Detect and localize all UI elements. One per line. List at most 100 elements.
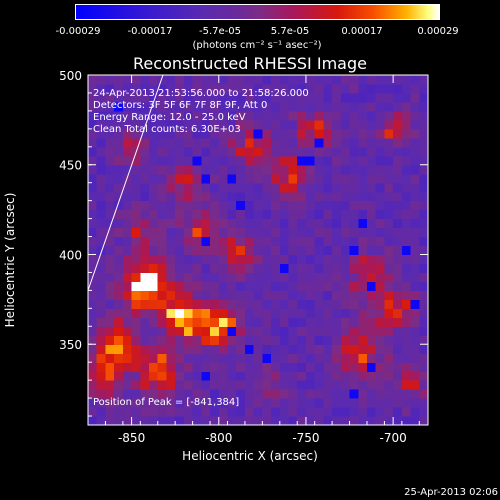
heatmap-cell	[192, 236, 202, 247]
heatmap-cell	[366, 227, 377, 238]
heatmap-cell	[192, 254, 202, 265]
heatmap-cell	[149, 299, 159, 309]
heatmap-cell	[192, 290, 202, 300]
heatmap-cell	[349, 371, 359, 381]
heatmap-cell	[253, 164, 263, 175]
heatmap-cell	[149, 362, 159, 372]
heatmap-cell	[262, 200, 272, 211]
heatmap-cell	[244, 380, 255, 390]
heatmap-cell	[384, 371, 394, 381]
heatmap-cell	[122, 182, 133, 193]
heatmap-cell	[297, 182, 307, 193]
heatmap-cell	[166, 407, 176, 417]
heatmap-cell	[244, 200, 255, 211]
heatmap-cell	[349, 227, 359, 238]
heatmap-cell	[166, 110, 176, 121]
heatmap-cell	[419, 236, 429, 247]
heatmap-cell	[410, 416, 420, 426]
heatmap-cell	[149, 218, 159, 229]
heatmap-cell	[366, 353, 377, 363]
heatmap-cell	[384, 200, 394, 211]
heatmap-cell	[305, 146, 316, 157]
heatmap-cell	[210, 245, 220, 256]
heatmap-cell	[122, 380, 133, 390]
heatmap-cell	[218, 389, 229, 399]
heatmap-cell	[314, 119, 324, 130]
heatmap-cell	[88, 281, 98, 291]
heatmap-cell	[210, 335, 220, 345]
heatmap-cell	[253, 290, 263, 300]
heatmap-cell	[410, 380, 420, 390]
heatmap-cell	[166, 146, 176, 157]
heatmap-cell	[253, 254, 263, 265]
heatmap-cell	[105, 380, 115, 390]
heatmap-cell	[210, 209, 220, 220]
heatmap-cell	[122, 75, 133, 85]
heatmap-cell	[393, 227, 403, 238]
heatmap-cell	[175, 101, 185, 112]
heatmap-cell	[227, 164, 237, 175]
heatmap-cell	[166, 371, 176, 381]
heatmap-cell	[210, 164, 220, 175]
heatmap-cell	[253, 416, 263, 426]
heatmap-cell	[419, 299, 429, 309]
heatmap-cell	[305, 398, 316, 408]
heatmap-cell	[393, 416, 403, 426]
heatmap-cell	[288, 155, 298, 166]
heatmap-cell	[149, 92, 159, 103]
heatmap-cell	[375, 290, 386, 300]
heatmap-cell	[366, 137, 377, 148]
heatmap-cell	[305, 353, 316, 363]
heatmap-cell	[279, 389, 290, 399]
heatmap-cell	[140, 227, 150, 238]
heatmap-cell	[401, 272, 412, 283]
heatmap-cell	[305, 137, 316, 148]
heatmap-cell	[88, 299, 98, 309]
heatmap-cell	[88, 335, 98, 345]
heatmap-cell	[305, 281, 316, 291]
heatmap-cell	[166, 191, 176, 202]
heatmap-cell	[227, 416, 237, 426]
heatmap-cell	[114, 263, 124, 274]
heatmap-cell	[88, 362, 98, 372]
heatmap-cell	[375, 353, 386, 363]
heatmap-cell	[349, 200, 359, 211]
heatmap-cell	[358, 389, 368, 399]
heatmap-cell	[262, 398, 272, 408]
heatmap-cell	[323, 92, 333, 103]
heatmap-cell	[323, 281, 333, 291]
heatmap-cell	[96, 119, 107, 130]
heatmap-cell	[297, 227, 307, 238]
heatmap-cell	[236, 389, 246, 399]
heatmap-cell	[253, 101, 263, 112]
heatmap-cell	[122, 245, 133, 256]
heatmap-cell	[401, 128, 412, 139]
heatmap-cell	[358, 281, 368, 291]
heatmap-cell	[271, 290, 281, 300]
heatmap-cell	[375, 398, 386, 408]
heatmap-cell	[131, 227, 141, 238]
heatmap-cell	[157, 254, 168, 265]
heatmap-cell	[131, 83, 141, 94]
heatmap-cell	[88, 407, 98, 417]
heatmap-cell	[358, 119, 368, 130]
heatmap-cell	[149, 164, 159, 175]
heatmap-cell	[419, 173, 429, 184]
heatmap-cell	[410, 75, 420, 85]
heatmap-cell	[366, 407, 377, 417]
heatmap-cell	[366, 146, 377, 157]
heatmap-cell	[131, 281, 141, 291]
heatmap-cell	[253, 335, 263, 345]
heatmap-cell	[131, 308, 141, 318]
heatmap-cell	[122, 128, 133, 139]
heatmap-cell	[262, 209, 272, 220]
heatmap-cell	[96, 92, 107, 103]
heatmap-cell	[218, 146, 229, 157]
heatmap-cell	[105, 281, 115, 291]
heatmap-cell	[366, 398, 377, 408]
heatmap-cell	[271, 344, 281, 354]
heatmap-cell	[192, 308, 202, 318]
heatmap-cell	[96, 272, 107, 283]
heatmap-cell	[314, 83, 324, 94]
heatmap-cell	[279, 236, 290, 247]
